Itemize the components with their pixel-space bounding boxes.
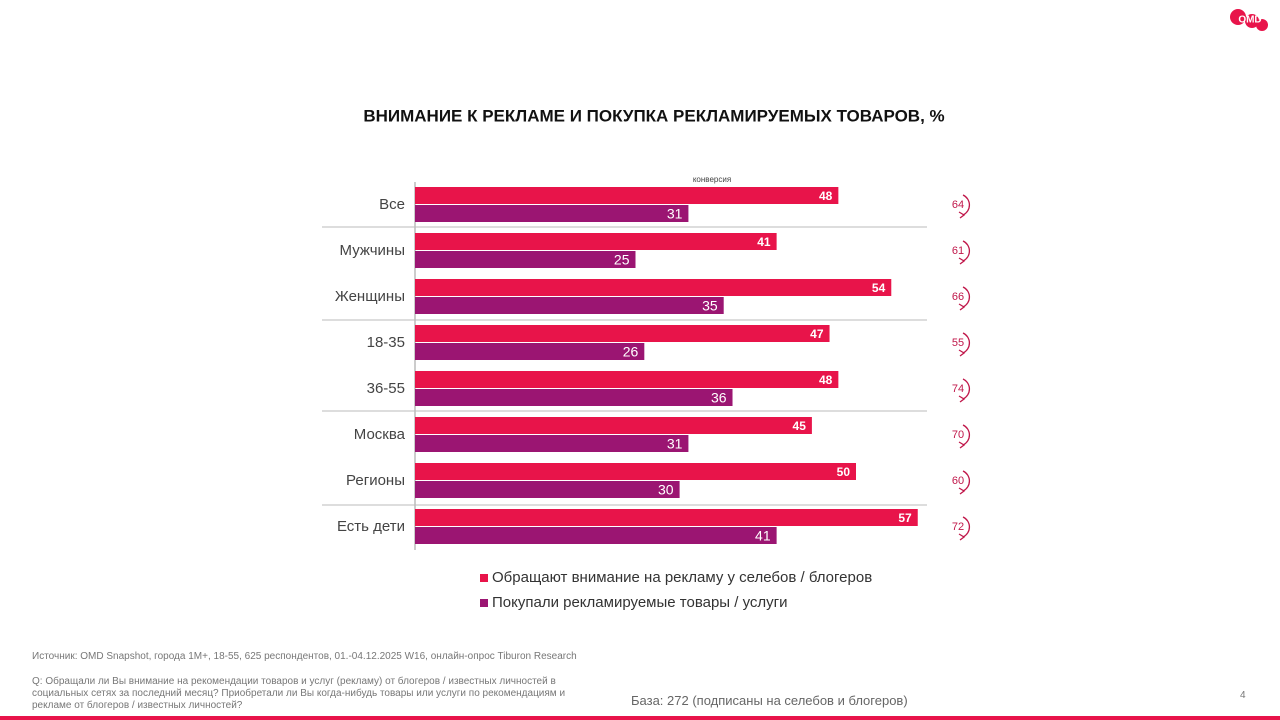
conversion-value: 74 xyxy=(952,383,964,395)
conversion-arrow xyxy=(962,194,971,216)
legend-label: Обращают внимание на рекламу у селебов /… xyxy=(492,569,872,586)
conversion-value: 72 xyxy=(952,521,964,533)
value-label: 47 xyxy=(810,327,824,341)
bar xyxy=(415,187,839,204)
y-tick-label: 36-55 xyxy=(367,380,405,397)
conversion-value: 66 xyxy=(952,291,964,303)
value-label: 35 xyxy=(702,298,718,314)
conversion-arrowhead xyxy=(958,211,966,219)
bar xyxy=(415,343,645,360)
legend-label: Покупали рекламируемые товары / услуги xyxy=(492,594,788,611)
conversion-value: 70 xyxy=(952,429,964,441)
conversion-label: конверсия xyxy=(693,175,731,184)
value-label: 36 xyxy=(711,390,727,406)
bar xyxy=(415,435,689,452)
bar xyxy=(415,509,918,526)
bar xyxy=(415,481,680,498)
conversion-arrow xyxy=(962,332,971,354)
conversion-arrowhead xyxy=(958,487,966,495)
conversion-value: 55 xyxy=(952,337,964,349)
conversion-arrow xyxy=(962,424,971,446)
conversion-value: 64 xyxy=(952,199,964,211)
value-label: 26 xyxy=(623,344,639,360)
base: База: 272 (подписаны на селебов и блогер… xyxy=(631,693,908,708)
page-number: 4 xyxy=(1240,690,1246,701)
value-label: 48 xyxy=(819,189,833,203)
bar xyxy=(415,279,892,296)
bar xyxy=(415,251,636,268)
chart-title: ВНИМАНИЕ К РЕКЛАМЕ И ПОКУПКА РЕКЛАМИРУЕМ… xyxy=(363,106,944,125)
conversion-value: 60 xyxy=(952,475,964,487)
value-label: 45 xyxy=(793,419,807,433)
bar xyxy=(415,389,733,406)
legend-swatch xyxy=(480,574,488,582)
bar xyxy=(415,463,856,480)
conversion-arrow xyxy=(962,516,971,538)
conversion-arrowhead xyxy=(958,395,966,403)
source: Источник: OMD Snapshot, города 1М+, 18-5… xyxy=(32,651,577,662)
value-label: 48 xyxy=(819,373,833,387)
bar xyxy=(415,527,777,544)
logo: OMD xyxy=(1230,9,1268,31)
y-tick-label: Мужчины xyxy=(340,242,405,259)
legend-swatch xyxy=(480,599,488,607)
value-label: 57 xyxy=(898,511,912,525)
y-tick-label: Все xyxy=(379,196,405,213)
y-tick-label: Есть дети xyxy=(337,518,405,535)
value-label: 30 xyxy=(658,482,674,498)
conversion-arrowhead xyxy=(958,303,966,311)
conversion-arrowhead xyxy=(958,349,966,357)
value-label: 31 xyxy=(667,436,683,452)
bar xyxy=(415,233,777,250)
bar xyxy=(415,205,689,222)
bar xyxy=(415,371,839,388)
y-tick-label: Женщины xyxy=(335,288,405,305)
value-label: 54 xyxy=(872,281,886,295)
y-tick-label: Регионы xyxy=(346,472,405,489)
conversion-arrow xyxy=(962,378,971,400)
conversion-arrowhead xyxy=(958,257,966,265)
value-label: 31 xyxy=(667,206,683,222)
conversion-arrow xyxy=(962,286,971,308)
conversion-arrowhead xyxy=(958,441,966,449)
conversion-arrow xyxy=(962,240,971,262)
value-label: 41 xyxy=(757,235,771,249)
logo-text: OMD xyxy=(1238,15,1261,26)
value-label: 41 xyxy=(755,528,771,544)
conversion-value: 61 xyxy=(952,245,964,257)
value-label: 50 xyxy=(837,465,851,479)
conversion-arrow xyxy=(962,470,971,492)
question: Q: Обращали ли Вы внимание на рекомендац… xyxy=(32,676,566,711)
bar xyxy=(415,297,724,314)
bar xyxy=(415,417,812,434)
conversion-arrowhead xyxy=(958,533,966,541)
y-tick-label: Москва xyxy=(354,426,406,443)
bar xyxy=(415,325,830,342)
value-label: 25 xyxy=(614,252,630,268)
y-tick-label: 18-35 xyxy=(367,334,405,351)
